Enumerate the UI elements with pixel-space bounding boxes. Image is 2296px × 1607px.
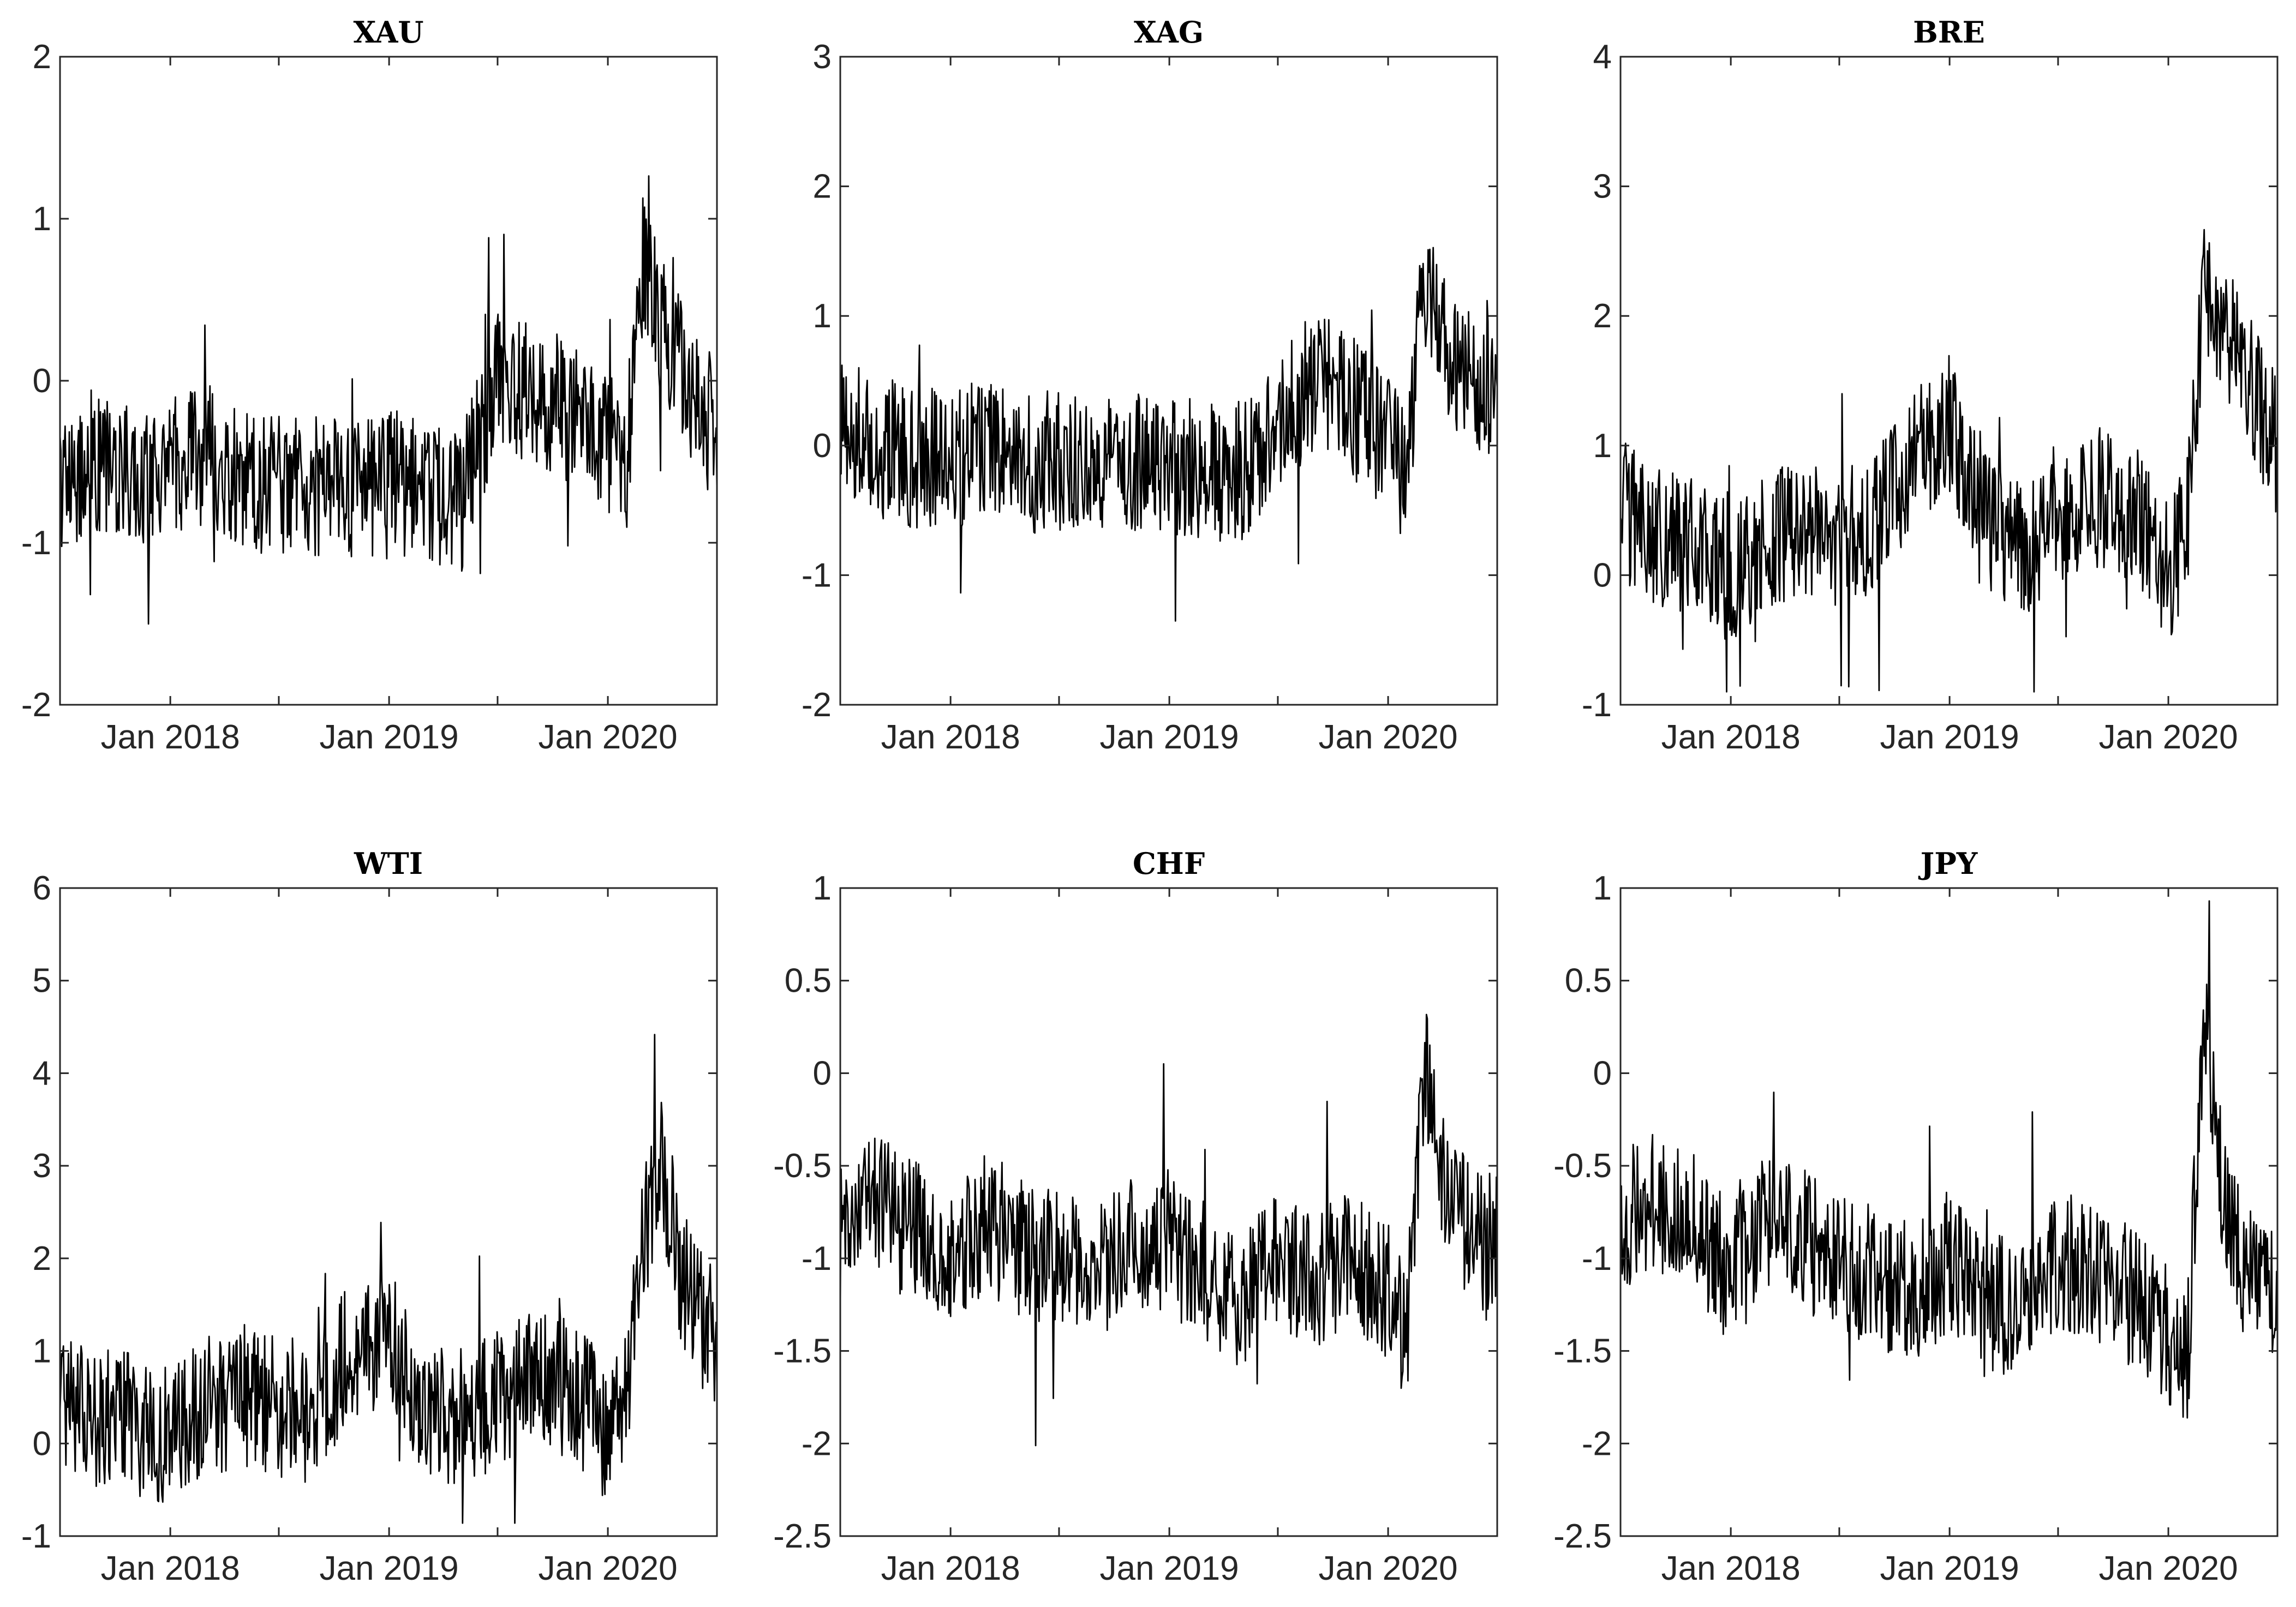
y-tick-label: 4 <box>33 1054 51 1092</box>
y-tick-label: -1 <box>21 524 51 562</box>
y-tick-label: 0 <box>33 362 51 400</box>
x-tick-label: Jan 2019 <box>320 1550 459 1587</box>
axes-frame <box>839 56 1498 706</box>
y-tick-label: -1 <box>21 1518 51 1555</box>
subplot-xau: XAU -2 -1 0 1 2 Jan 2018 Jan 2019 Jan 2020 <box>21 15 718 756</box>
subplot-title: JPY <box>1918 846 1978 881</box>
y-tick-label: 3 <box>813 38 832 76</box>
y-tick-label: -1 <box>1582 686 1612 724</box>
series-line-chf <box>839 1014 1498 1447</box>
y-tick-label: -1 <box>802 556 832 594</box>
y-tick-label: 3 <box>33 1147 51 1185</box>
y-tick-label: 1 <box>33 200 51 238</box>
x-tick-label: Jan 2018 <box>1661 718 1801 756</box>
y-tick-label: 0 <box>33 1425 51 1462</box>
y-tick-label: 5 <box>33 962 51 1000</box>
x-tick-label: Jan 2020 <box>1319 718 1458 756</box>
y-tick-label: -1.5 <box>1553 1333 1612 1370</box>
y-tick-label: 6 <box>33 870 51 907</box>
subplot-bre: BRE -1 0 1 2 3 4 Jan 2018 Jan 2019 Jan 2020 <box>1582 15 2279 756</box>
y-tick-label: 0.5 <box>785 962 832 1000</box>
y-tick-label: 0 <box>1593 556 1612 594</box>
x-tick-label: Jan 2019 <box>1880 1550 2019 1587</box>
y-tick-label: 1 <box>813 297 832 335</box>
y-tick-label: -0.5 <box>1553 1147 1612 1185</box>
subplot-title: BRE <box>1913 15 1985 50</box>
y-tick-label: 1 <box>33 1333 51 1370</box>
y-tick-label: 2 <box>33 1240 51 1278</box>
subplot-jpy: JPY -2.5 -2 -1.5 -1 -0.5 0 0.5 1 Jan 2018 Jan 2019… <box>1553 846 2279 1587</box>
y-tick-label: 0.5 <box>1565 962 1612 1000</box>
x-tick-label: Jan 2018 <box>101 718 240 756</box>
y-tick-label: 1 <box>813 870 832 907</box>
x-tick-label: Jan 2020 <box>2099 1550 2238 1587</box>
x-tick-label: Jan 2019 <box>1880 718 2019 756</box>
subplot-xag: XAG -2 -1 0 1 2 3 Jan 2018 Jan 2019 Jan 2020 <box>802 15 1498 756</box>
series-line-bre <box>1619 229 2279 693</box>
y-tick-label: 1 <box>1593 870 1612 907</box>
y-tick-label: -2 <box>802 1425 832 1462</box>
subplot-title: XAU <box>354 15 424 50</box>
y-tick-label: -1 <box>1582 1240 1612 1278</box>
axes-frame <box>59 887 718 1537</box>
y-tick-label: 4 <box>1593 38 1612 76</box>
y-tick-label: -2 <box>1582 1425 1612 1462</box>
x-tick-label: Jan 2020 <box>539 1550 678 1587</box>
x-tick-label: Jan 2020 <box>1319 1550 1458 1587</box>
y-tick-label: -2 <box>21 686 51 724</box>
y-tick-label: 1 <box>1593 427 1612 465</box>
y-tick-label: 0 <box>813 427 832 465</box>
y-tick-label: -0.5 <box>773 1147 832 1185</box>
y-tick-label: 2 <box>1593 297 1612 335</box>
x-tick-label: Jan 2019 <box>1100 718 1239 756</box>
series-line-jpy <box>1619 900 2279 1419</box>
subplot-title: XAG <box>1134 15 1204 50</box>
y-tick-label: 0 <box>1593 1054 1612 1092</box>
y-tick-label: -1 <box>802 1240 832 1278</box>
x-tick-label: Jan 2018 <box>101 1550 240 1587</box>
y-tick-label: 2 <box>813 168 832 206</box>
series-line-xau <box>59 175 718 625</box>
subplot-title: CHF <box>1133 846 1205 881</box>
x-tick-label: Jan 2018 <box>1661 1550 1801 1587</box>
subplot-wti: WTI -1 0 1 2 3 4 5 6 Jan 2018 Jan 2019 Jan 2020 <box>21 846 718 1587</box>
series-line-xag <box>839 247 1498 622</box>
y-tick-label: 3 <box>1593 168 1612 206</box>
y-tick-label: -1.5 <box>773 1333 832 1370</box>
x-tick-label: Jan 2020 <box>539 718 678 756</box>
y-tick-label: 0 <box>813 1054 832 1092</box>
series-line-wti <box>59 1034 718 1524</box>
y-tick-label: -2.5 <box>773 1518 832 1555</box>
x-tick-label: Jan 2018 <box>881 718 1020 756</box>
x-tick-label: Jan 2019 <box>320 718 459 756</box>
y-tick-label: -2.5 <box>1553 1518 1612 1555</box>
x-tick-label: Jan 2018 <box>881 1550 1020 1587</box>
subplot-title: WTI <box>354 846 423 881</box>
y-tick-label: -2 <box>802 686 832 724</box>
subplot-chf: CHF -2.5 -2 -1.5 -1 -0.5 0 0.5 1 Jan 2018 Jan 2019… <box>773 846 1498 1587</box>
y-tick-label: 2 <box>33 38 51 76</box>
x-tick-label: Jan 2020 <box>2099 718 2238 756</box>
x-tick-label: Jan 2019 <box>1100 1550 1239 1587</box>
axes-frame <box>59 56 718 706</box>
